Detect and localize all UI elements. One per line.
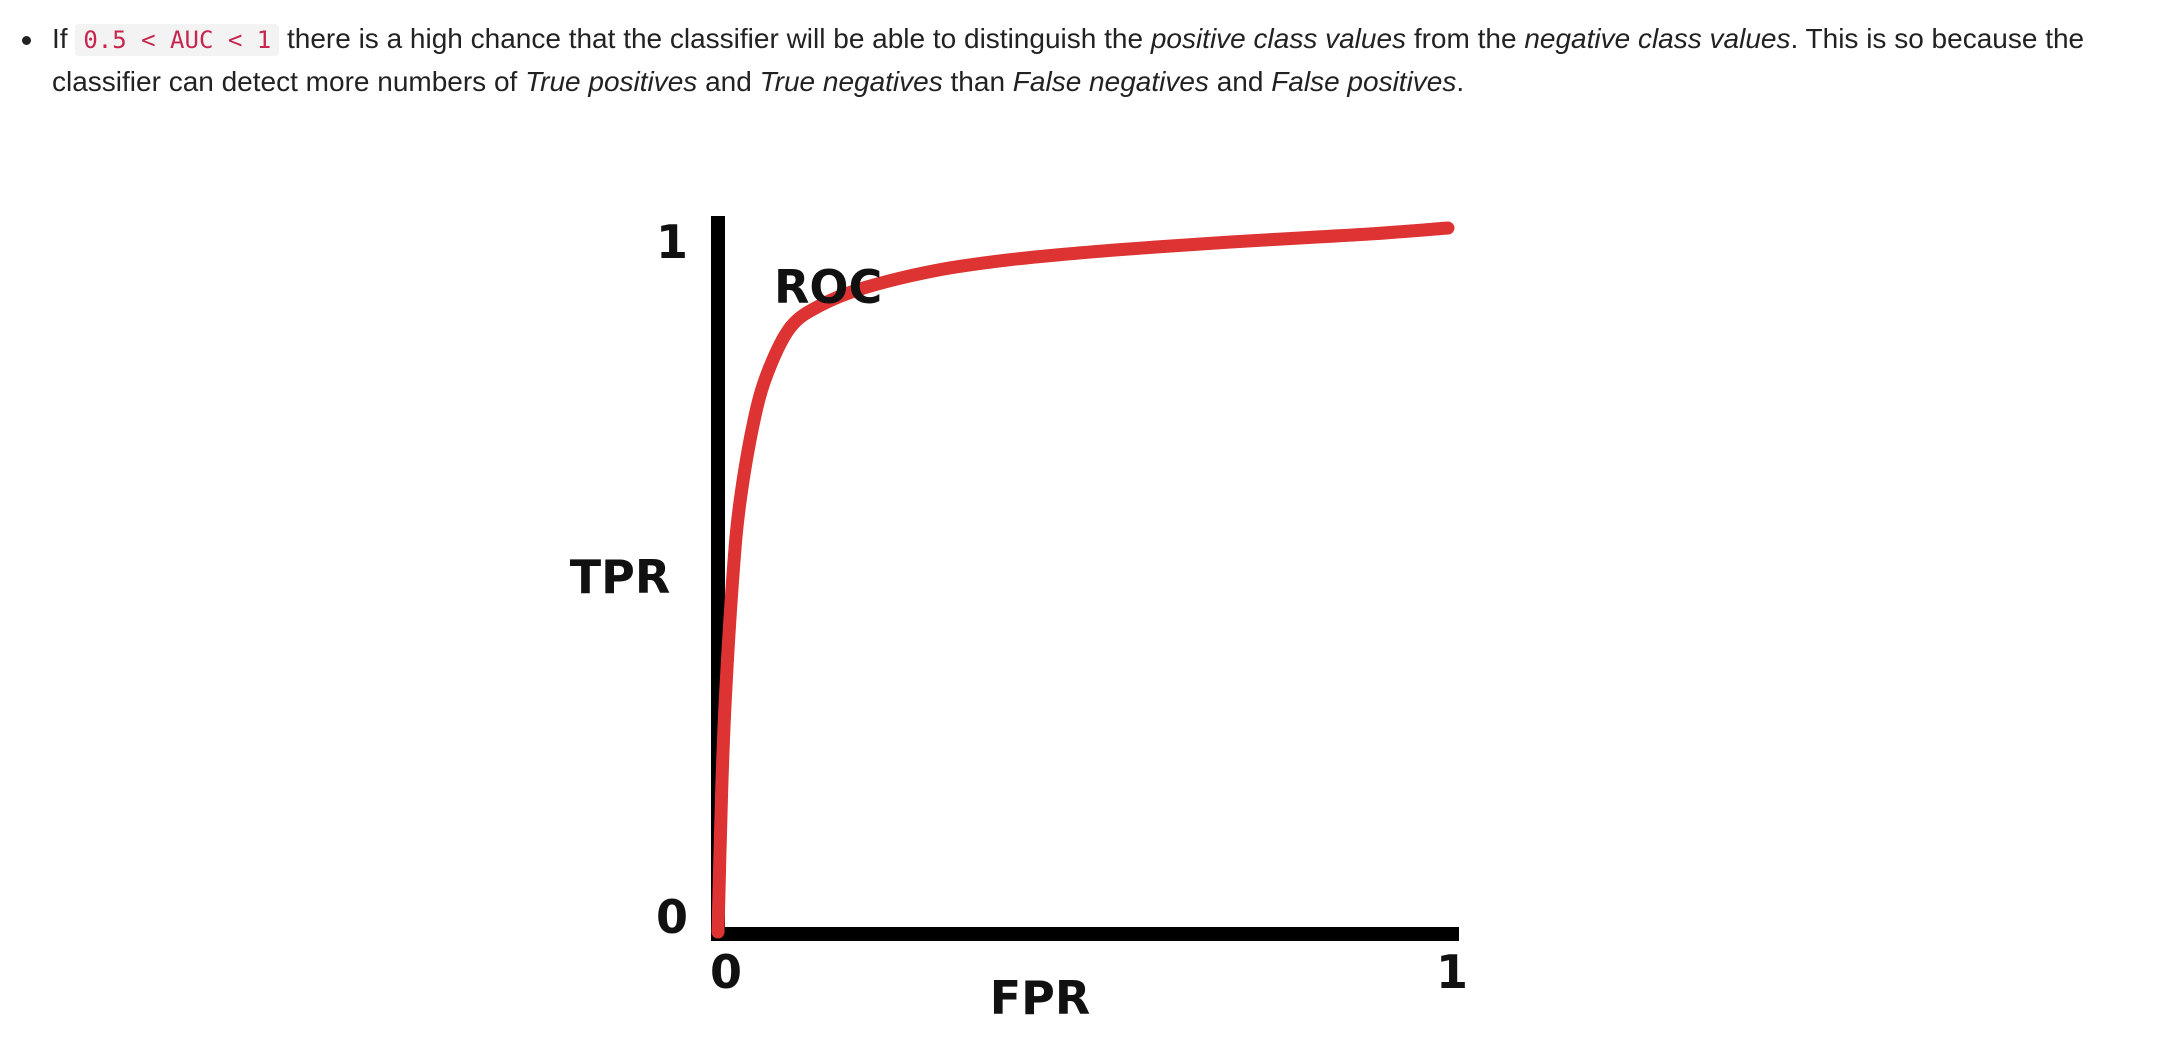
roc-chart: 0 1 0 1 TPR FPR ROC: [570, 215, 1468, 1025]
emphasis-negative-class-values: negative class values: [1524, 23, 1791, 54]
x-axis-title: FPR: [990, 971, 1091, 1025]
text-part: than: [950, 66, 1006, 97]
text-part: and: [705, 66, 752, 97]
text-part: . This is so because the classifier can …: [52, 23, 2085, 97]
text-part: there is a high chance that the classifi…: [286, 23, 1144, 54]
bullet-list: If 0.5 < AUC < 1 there is a high chance …: [0, 18, 2140, 103]
emphasis-false-negatives: False negatives: [1012, 66, 1209, 97]
text-suffix: .: [1456, 66, 1465, 97]
emphasis-true-positives: True positives: [525, 66, 698, 97]
roc-curve-label: ROC: [774, 260, 882, 314]
y-tick-label-0: 0: [656, 890, 688, 944]
text-part: from the: [1413, 23, 1517, 54]
y-tick-label-1: 1: [656, 215, 688, 269]
x-tick-label-1: 1: [1436, 945, 1468, 999]
bullet-icon: [22, 36, 31, 45]
emphasis-true-negatives: True negatives: [759, 66, 943, 97]
roc-figure: 0 1 0 1 TPR FPR ROC: [560, 200, 1480, 1040]
x-tick-label-0: 0: [710, 945, 742, 999]
text-part: and: [1216, 66, 1264, 97]
emphasis-positive-class-values: positive class values: [1150, 23, 1407, 54]
roc-curve-series-0: [711, 221, 1455, 939]
list-item: If 0.5 < AUC < 1 there is a high chance …: [0, 18, 2140, 103]
inline-code-auc: 0.5 < AUC < 1: [75, 24, 280, 56]
y-axis-title: TPR: [570, 550, 671, 604]
text-prefix: If: [52, 23, 68, 54]
emphasis-false-positives: False positives: [1271, 66, 1457, 97]
